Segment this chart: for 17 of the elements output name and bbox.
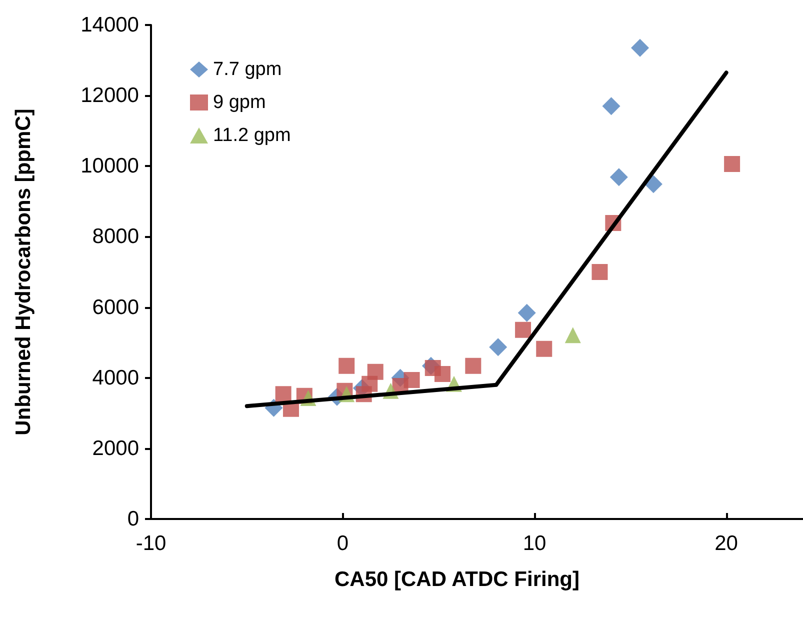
x-tick-label: 20 [714, 532, 738, 555]
y-tick-label: 12000 [80, 84, 139, 108]
y-tick-label: 4000 [92, 366, 139, 390]
x-tick-label: -10 [136, 532, 166, 555]
x-tick-label: 10 [522, 532, 546, 555]
legend-label: 9 gpm [213, 92, 266, 113]
y-tick-label: 10000 [80, 154, 139, 178]
y-tick-label: 6000 [92, 296, 139, 319]
legend-label: 7.7 gpm [213, 59, 282, 80]
y-tick-label: 8000 [92, 225, 139, 248]
y-axis-title: Unburned Hydrocarbons [ppmC] [12, 108, 35, 436]
x-tick-label: 0 [336, 532, 349, 555]
y-tick-label: 14000 [80, 14, 139, 36]
legend-label: 11.2 gpm [213, 125, 291, 146]
y-tick-label: 2000 [92, 436, 139, 460]
y-tick-label: 0 [127, 508, 139, 530]
x-axis-title: CA50 [CAD ATDC Firing] [334, 568, 580, 591]
